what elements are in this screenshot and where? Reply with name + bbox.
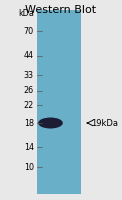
Ellipse shape xyxy=(38,117,63,129)
Text: 26: 26 xyxy=(24,86,34,95)
Text: 14: 14 xyxy=(24,142,34,152)
Text: 10: 10 xyxy=(24,162,34,171)
Text: 33: 33 xyxy=(24,71,34,79)
Text: 18: 18 xyxy=(24,118,34,128)
Text: Western Blot: Western Blot xyxy=(25,5,97,15)
Text: 70: 70 xyxy=(24,26,34,36)
Text: kDa: kDa xyxy=(18,8,34,18)
Text: 44: 44 xyxy=(24,51,34,60)
Text: 19kDa: 19kDa xyxy=(92,118,118,128)
Bar xyxy=(37,10,81,194)
Text: 22: 22 xyxy=(24,100,34,110)
